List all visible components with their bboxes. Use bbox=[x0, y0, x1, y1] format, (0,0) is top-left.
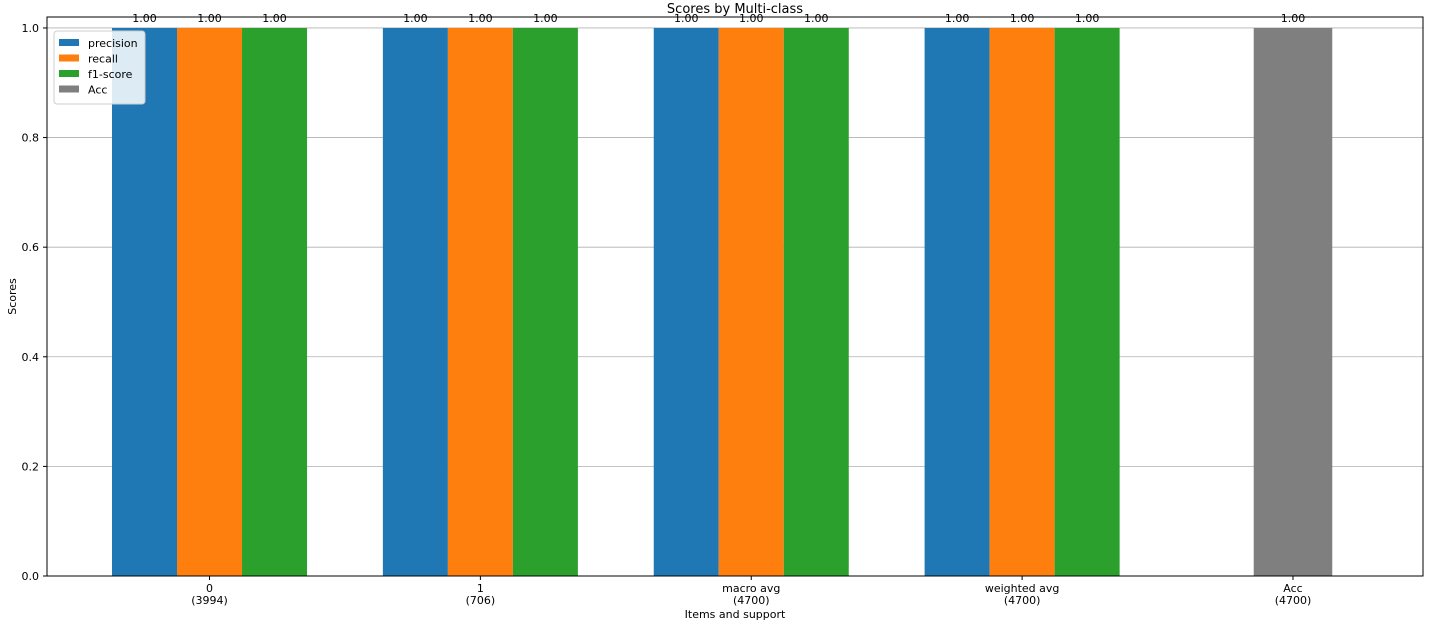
x-tick-label: macro avg bbox=[722, 582, 780, 595]
legend-swatch bbox=[59, 70, 79, 77]
y-tick-label: 0.6 bbox=[22, 241, 40, 254]
bar-value-label: 1.00 bbox=[262, 12, 287, 25]
bar-precision bbox=[382, 27, 448, 576]
bar-recall bbox=[447, 27, 513, 576]
legend-swatch bbox=[59, 39, 79, 46]
legend: precision recall f1-score Acc bbox=[53, 30, 146, 105]
x-tick-label: 0 bbox=[206, 582, 213, 595]
x-tick-label: (4700) bbox=[1275, 594, 1312, 607]
legend-entry: Acc bbox=[88, 84, 107, 97]
y-axis-ticks: 0.0 0.2 0.4 0.6 0.8 1.0 bbox=[22, 22, 47, 583]
bar-precision bbox=[924, 27, 990, 576]
chart-title: Scores by Multi-class bbox=[667, 2, 803, 17]
bar-value-labels: 1.00 1.00 1.00 1.00 1.00 1.00 1.00 1.00 1.00 1.00… bbox=[132, 12, 1305, 25]
legend-swatch bbox=[59, 54, 79, 62]
y-axis-label: Scores bbox=[6, 278, 19, 315]
bar-value-label: 1.00 bbox=[674, 12, 699, 25]
x-tick-label: Acc bbox=[1283, 582, 1302, 595]
legend-entry: precision bbox=[88, 37, 138, 50]
y-tick-label: 0.0 bbox=[22, 570, 40, 583]
bar-f1-score bbox=[512, 27, 578, 576]
legend-swatch bbox=[59, 85, 79, 93]
y-tick-label: 0.8 bbox=[22, 132, 40, 145]
bar-value-label: 1.00 bbox=[197, 12, 222, 25]
x-tick-label: weighted avg bbox=[985, 582, 1060, 595]
bars bbox=[112, 27, 1333, 576]
bar-value-label: 1.00 bbox=[468, 12, 493, 25]
bar-value-label: 1.00 bbox=[804, 12, 829, 25]
bar-f1-score bbox=[242, 27, 308, 576]
y-tick-label: 0.2 bbox=[22, 460, 40, 473]
legend-entry: f1-score bbox=[88, 68, 133, 81]
bar-value-label: 1.00 bbox=[945, 12, 970, 25]
bar-value-label: 1.00 bbox=[1281, 12, 1306, 25]
bar-recall bbox=[177, 27, 243, 576]
bar-f1-score bbox=[783, 27, 849, 576]
bar-value-label: 1.00 bbox=[403, 12, 428, 25]
x-axis-label: Items and support bbox=[685, 608, 786, 621]
legend-entry: recall bbox=[88, 53, 118, 66]
bar-value-label: 1.00 bbox=[739, 12, 764, 25]
bar-precision bbox=[653, 27, 719, 576]
bar-value-label: 1.00 bbox=[533, 12, 558, 25]
x-tick-label: (706) bbox=[466, 594, 496, 607]
x-tick-label: (4700) bbox=[733, 594, 770, 607]
x-tick-label: (3994) bbox=[191, 594, 228, 607]
bar-acc bbox=[1253, 27, 1333, 576]
y-tick-label: 0.4 bbox=[22, 351, 40, 364]
x-tick-label: 1 bbox=[477, 582, 484, 595]
bar-recall bbox=[989, 27, 1055, 576]
bar-precision bbox=[112, 27, 178, 576]
bar-f1-score bbox=[1054, 27, 1120, 576]
bar-recall bbox=[718, 27, 784, 576]
y-tick-label: 1.0 bbox=[22, 22, 40, 35]
bar-value-label: 1.00 bbox=[132, 12, 157, 25]
bar-value-label: 1.00 bbox=[1075, 12, 1100, 25]
x-axis-ticks: 0(3994)1(706)macro avg(4700)weighted avg… bbox=[191, 576, 1311, 607]
x-tick-label: (4700) bbox=[1004, 594, 1041, 607]
axes-frame bbox=[46, 16, 1424, 577]
bar-value-label: 1.00 bbox=[1010, 12, 1035, 25]
